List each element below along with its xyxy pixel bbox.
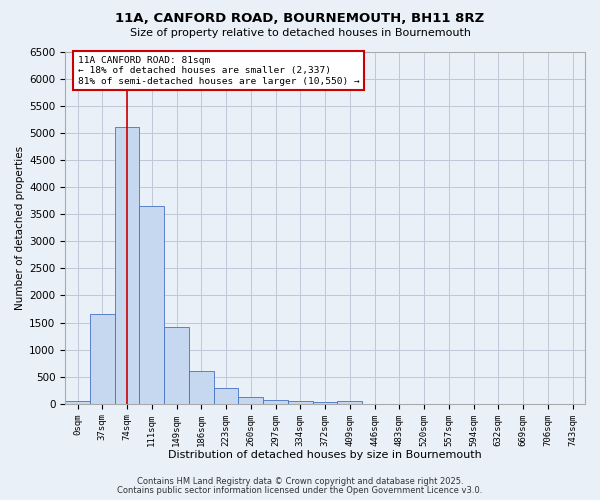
Bar: [65, 400, 90, 404]
Bar: [238, 397, 263, 404]
Bar: [263, 400, 288, 404]
Text: 11A, CANFORD ROAD, BOURNEMOUTH, BH11 8RZ: 11A, CANFORD ROAD, BOURNEMOUTH, BH11 8RZ: [115, 12, 485, 26]
Bar: [139, 206, 164, 404]
Bar: [214, 388, 238, 404]
Text: Contains HM Land Registry data © Crown copyright and database right 2025.: Contains HM Land Registry data © Crown c…: [137, 477, 463, 486]
Bar: [115, 128, 139, 404]
Text: Size of property relative to detached houses in Bournemouth: Size of property relative to detached ho…: [130, 28, 470, 38]
Bar: [337, 400, 362, 404]
Bar: [313, 402, 337, 404]
X-axis label: Distribution of detached houses by size in Bournemouth: Distribution of detached houses by size …: [168, 450, 482, 460]
Bar: [90, 314, 115, 404]
Text: 11A CANFORD ROAD: 81sqm
← 18% of detached houses are smaller (2,337)
81% of semi: 11A CANFORD ROAD: 81sqm ← 18% of detache…: [77, 56, 359, 86]
Text: Contains public sector information licensed under the Open Government Licence v3: Contains public sector information licen…: [118, 486, 482, 495]
Y-axis label: Number of detached properties: Number of detached properties: [15, 146, 25, 310]
Bar: [288, 401, 313, 404]
Bar: [164, 327, 189, 404]
Bar: [189, 372, 214, 404]
